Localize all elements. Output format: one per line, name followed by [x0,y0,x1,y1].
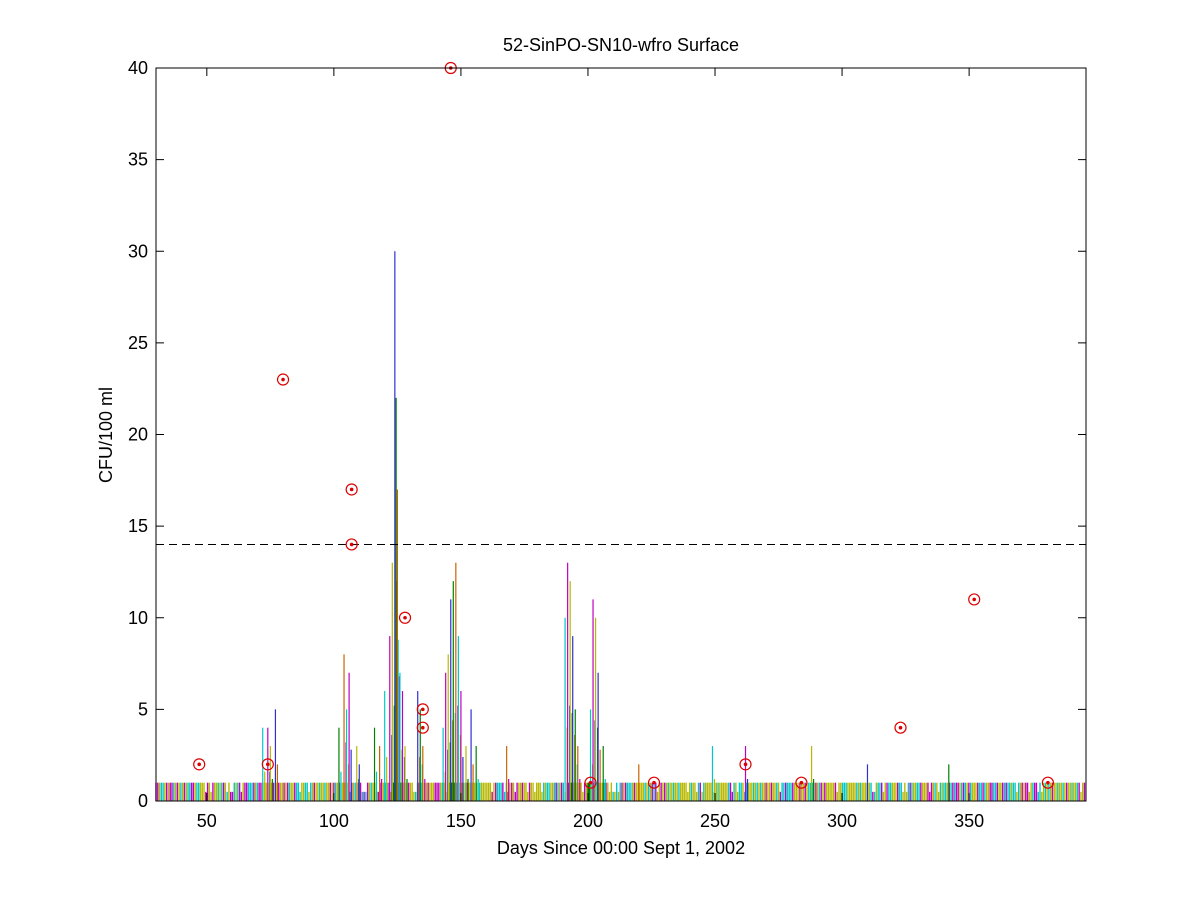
y-tick-label: 40 [128,58,148,78]
axes-background [156,68,1086,801]
observed-sample-dot [1046,780,1050,785]
observed-sample-point [968,593,981,606]
y-axis-ticks: 0 5 10 15 20 25 30 35 40 [128,58,1086,811]
y-tick-label: 5 [138,699,148,719]
observed-sample-dot [799,780,804,785]
observed-sample-point [1041,776,1054,789]
observed-sample-point [416,721,429,734]
x-tick-label: 150 [446,811,476,831]
baseline-prediction-bars [155,782,1086,801]
x-axis-label: Days Since 00:00 Sept 1, 2002 [497,838,745,858]
observed-sample-dot [403,615,407,620]
observed-sample-dot [421,725,425,730]
observed-sample-dot [898,725,903,730]
plot-area [155,61,1087,802]
y-tick-label: 30 [128,241,148,261]
x-tick-label: 300 [827,811,857,831]
observed-sample-point [276,373,290,386]
observed-sample-point [795,776,808,789]
observed-sample-dot [652,780,656,785]
observed-sample-dot [266,762,270,767]
observed-sample-dot [281,377,285,382]
observed-sample-point [894,721,907,734]
observed-sample-point [261,758,274,771]
observed-sample-dot [588,780,593,785]
y-tick-label: 25 [128,333,148,353]
observed-sample-point [345,483,358,496]
observed-sample-dot [743,762,748,767]
x-tick-label: 250 [700,811,730,831]
observed-sample-point [739,758,752,771]
observed-sample-point [398,611,412,624]
observed-sample-dot [349,487,354,492]
chart-title: 52-SinPO-SN10-wfro Surface [503,35,739,55]
observed-sample-point [416,703,429,716]
observed-sample-point [647,776,661,789]
y-tick-label: 35 [128,150,148,170]
observed-sample-dot [197,762,201,767]
observed-sample-dot [421,707,425,712]
y-tick-label: 10 [128,608,148,628]
y-tick-label: 0 [138,791,148,811]
x-tick-label: 50 [197,811,217,831]
x-axis-ticks: 50 100 150 200 250 300 350 [197,68,984,831]
y-tick-label: 15 [128,516,148,536]
model-prediction-spikes [262,251,950,801]
observed-sample-dot [972,597,976,602]
observed-sample-point [345,538,358,551]
observed-sample-markers [193,61,1054,789]
observed-sample-dot [349,542,354,547]
y-axis-label: CFU/100 ml [96,387,116,483]
observed-sample-point [193,758,206,771]
x-tick-label: 350 [954,811,984,831]
x-tick-label: 100 [319,811,349,831]
observed-sample-point [584,776,597,789]
x-tick-label: 200 [573,811,603,831]
y-tick-label: 20 [128,425,148,445]
